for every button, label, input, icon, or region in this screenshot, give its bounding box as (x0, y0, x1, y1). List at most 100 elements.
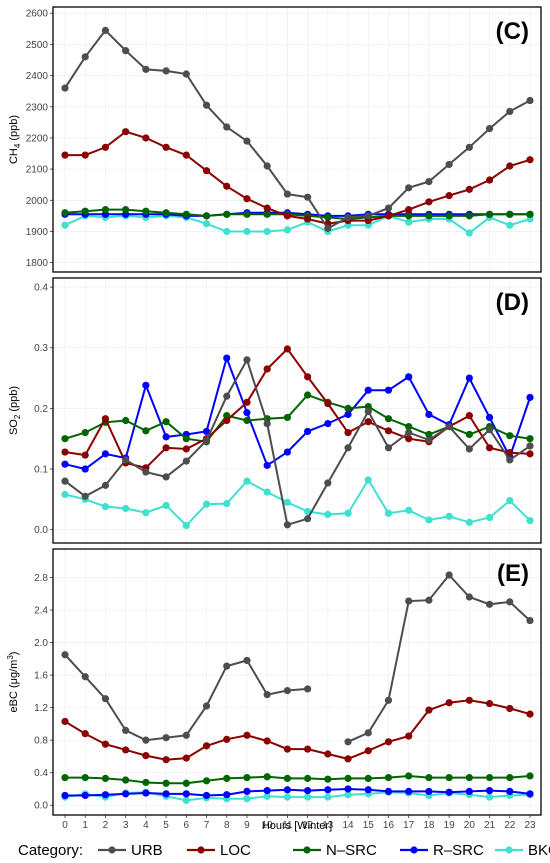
data-point (122, 456, 130, 464)
series-line (64, 357, 531, 527)
data-point (344, 785, 352, 793)
data-point (405, 597, 413, 605)
data-point (81, 492, 89, 500)
x-tick-label: 11 (282, 820, 293, 831)
panel-label: (D) (496, 289, 529, 316)
series-loc (61, 128, 534, 228)
panel-label: (C) (496, 18, 529, 45)
data-point (243, 656, 251, 665)
data-point (506, 162, 514, 170)
data-point (485, 793, 494, 801)
data-point (485, 699, 494, 708)
y-axis-label-unit: (ppb) (8, 115, 20, 144)
data-point (304, 685, 312, 693)
data-point (425, 787, 433, 796)
data-point (304, 515, 312, 523)
series-r-src (61, 354, 534, 473)
data-point (81, 773, 89, 782)
series-line (64, 393, 531, 443)
data-point (223, 662, 231, 670)
data-point (506, 598, 514, 606)
data-point (202, 427, 211, 436)
data-point (182, 457, 190, 465)
y-tick-label: 2.8 (34, 573, 48, 584)
data-point (485, 210, 494, 218)
data-point (162, 756, 170, 764)
data-point (243, 137, 251, 145)
data-point (101, 206, 110, 214)
data-point (263, 792, 271, 800)
data-point (101, 695, 110, 703)
data-point (122, 47, 130, 55)
data-point (344, 774, 352, 782)
series-n-src (61, 206, 534, 223)
x-tick-label: 19 (444, 820, 456, 831)
legend-title: Category: (18, 842, 83, 859)
data-point (506, 787, 514, 796)
data-point (243, 409, 251, 417)
data-point (384, 696, 393, 704)
data-point (283, 413, 291, 422)
panel-border (52, 277, 542, 544)
data-point (182, 435, 190, 443)
data-point (182, 70, 190, 78)
data-point (324, 213, 332, 222)
y-tick-label: 2.4 (34, 606, 48, 617)
data-point (81, 730, 89, 738)
data-point (223, 735, 231, 743)
data-point (506, 496, 514, 505)
data-point (405, 206, 413, 214)
data-point (465, 593, 473, 601)
data-point (61, 717, 69, 726)
data-point (364, 729, 372, 737)
series-bkg (61, 476, 534, 530)
data-point (162, 734, 170, 742)
data-point (384, 427, 393, 435)
data-point (182, 790, 190, 798)
y-axis-label-script: 4 (13, 143, 22, 148)
data-point (506, 449, 514, 457)
data-point (162, 790, 170, 798)
legend-label: N–SRC (326, 842, 377, 859)
data-point (101, 450, 110, 458)
data-point (263, 419, 271, 428)
data-point (465, 212, 473, 220)
data-point (101, 503, 110, 511)
data-point (243, 416, 251, 425)
data-point (526, 516, 534, 525)
y-tick-label: 0.0 (34, 801, 48, 812)
data-point (465, 430, 473, 439)
y-tick-label: 0.2 (34, 404, 48, 415)
data-point (465, 143, 473, 151)
legend-label: BKG (528, 842, 550, 859)
data-point (526, 790, 534, 798)
data-point (405, 184, 413, 192)
data-point (445, 571, 453, 579)
x-tick-label: 16 (383, 820, 395, 831)
series-line (64, 477, 531, 527)
y-tick-label: 1.2 (34, 703, 48, 714)
data-point (425, 516, 433, 524)
data-point (465, 185, 473, 193)
data-point (485, 176, 494, 184)
data-point (344, 429, 352, 437)
y-tick-label: 2200 (26, 133, 49, 144)
data-point (304, 391, 312, 399)
data-point (344, 738, 352, 746)
data-point (142, 381, 150, 389)
data-point (304, 215, 312, 223)
data-point (485, 413, 494, 422)
data-point (445, 699, 453, 707)
data-point (142, 134, 150, 142)
data-point (162, 433, 170, 441)
panel-1: 0.0 0.1 0.2 0.3 0.4 SO2 (ppb) (D) (8, 277, 542, 544)
x-tick-label: 9 (244, 820, 250, 831)
data-point (182, 210, 190, 218)
x-tick-label: 2 (103, 820, 109, 831)
data-point (243, 227, 251, 236)
data-point (405, 732, 413, 740)
y-tick-label: 0.1 (34, 465, 48, 476)
data-point (283, 793, 291, 801)
data-point (263, 365, 271, 373)
data-point (384, 386, 393, 394)
